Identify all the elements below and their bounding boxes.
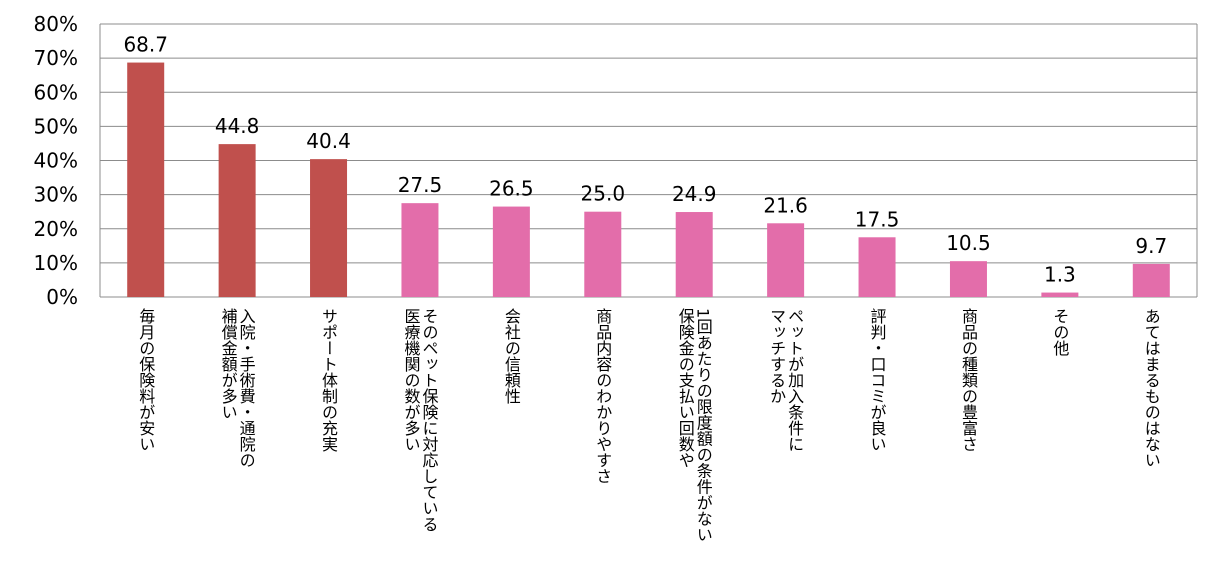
category-label: 毎月の保険料が安い [136, 308, 155, 452]
category-label: その他 [1050, 308, 1069, 357]
y-tick-label: 40% [34, 149, 78, 173]
y-tick-label: 50% [34, 114, 78, 138]
bar [1132, 263, 1170, 297]
y-tick-label: 70% [34, 46, 78, 70]
category-label: あてはまるものはない [1142, 308, 1161, 468]
data-label: 25.0 [581, 182, 626, 206]
category-label: 1回あたりの限度額の条件がない [694, 308, 713, 542]
category-label: マッチするか [767, 308, 786, 404]
bar [1041, 292, 1079, 297]
bar [127, 62, 165, 297]
data-label: 68.7 [123, 33, 168, 57]
category-label: ペットが加入条件に [785, 308, 804, 452]
bar [492, 206, 530, 297]
category-label: 補償金額が多い [219, 308, 238, 420]
data-label: 17.5 [855, 207, 900, 231]
y-tick-label: 60% [34, 80, 78, 104]
category-label: そのペット保険に対応している [419, 308, 438, 532]
bar [310, 159, 348, 297]
bar [675, 212, 713, 297]
bar [401, 203, 439, 297]
category-label: 医療機関の数が多い [401, 308, 420, 452]
data-label: 24.9 [672, 182, 717, 206]
data-label: 44.8 [215, 114, 260, 138]
data-label: 1.3 [1044, 263, 1076, 287]
category-label: 評判・口コミが良い [868, 308, 887, 452]
category-label: 入院・手術費・通院の [237, 308, 256, 468]
category-label: 商品の種類の豊富さ [959, 308, 978, 452]
category-label: 会社の信頼性 [502, 308, 521, 404]
data-labels: 68.7 44.8 40.4 27.5 26.5 25.0 24.9 21.6 17.5 10.5… [123, 33, 1167, 287]
data-label: 26.5 [489, 177, 534, 201]
data-label: 40.4 [306, 129, 351, 153]
data-label: 27.5 [398, 173, 443, 197]
y-tick-label: 20% [34, 217, 78, 241]
bars [127, 62, 1170, 297]
bar [218, 144, 256, 297]
category-label: 商品内容のわかりやすさ [593, 308, 612, 484]
gridlines [99, 23, 1198, 298]
y-tick-label: 80% [34, 12, 78, 36]
bar [584, 211, 622, 297]
data-label: 9.7 [1135, 234, 1167, 258]
y-tick-label: 30% [34, 183, 78, 207]
y-tick-label: 10% [34, 251, 78, 275]
y-axis-tick-labels: 0% 10% 20% 30% 40% 50% 60% 70% 80% [34, 12, 78, 309]
data-label: 21.6 [763, 193, 808, 217]
category-label: 保険金の支払い回数や [676, 308, 695, 468]
y-tick-label: 0% [46, 285, 78, 309]
category-label: サポート体制の充実 [319, 308, 338, 452]
bar [858, 237, 896, 297]
data-label: 10.5 [946, 231, 991, 255]
bar [949, 261, 987, 297]
bar [767, 223, 805, 297]
